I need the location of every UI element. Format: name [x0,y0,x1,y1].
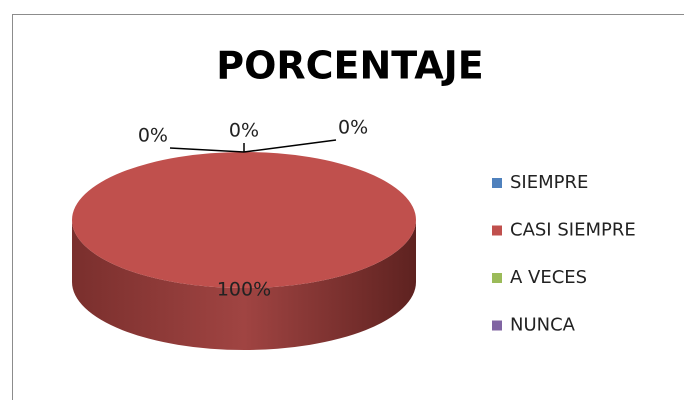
legend-label: CASI SIEMPRE [510,220,636,241]
legend-swatch [492,320,502,331]
legend-label: NUNCA [510,315,576,336]
legend-swatch [492,273,502,283]
legend-swatch [492,178,502,188]
data-label: 0% [229,120,259,142]
legend-label: SIEMPRE [510,172,588,193]
leader-line [243,139,337,153]
pie-side [72,220,416,350]
pie-slice [72,152,416,288]
data-label: 0% [338,117,368,139]
legend-label: A VECES [510,267,587,288]
data-label: 100% [217,279,271,301]
legend-swatch [492,225,502,236]
data-label: 0% [138,125,168,147]
leader-line [169,147,245,153]
chart-title: PORCENTAJE [216,44,484,88]
